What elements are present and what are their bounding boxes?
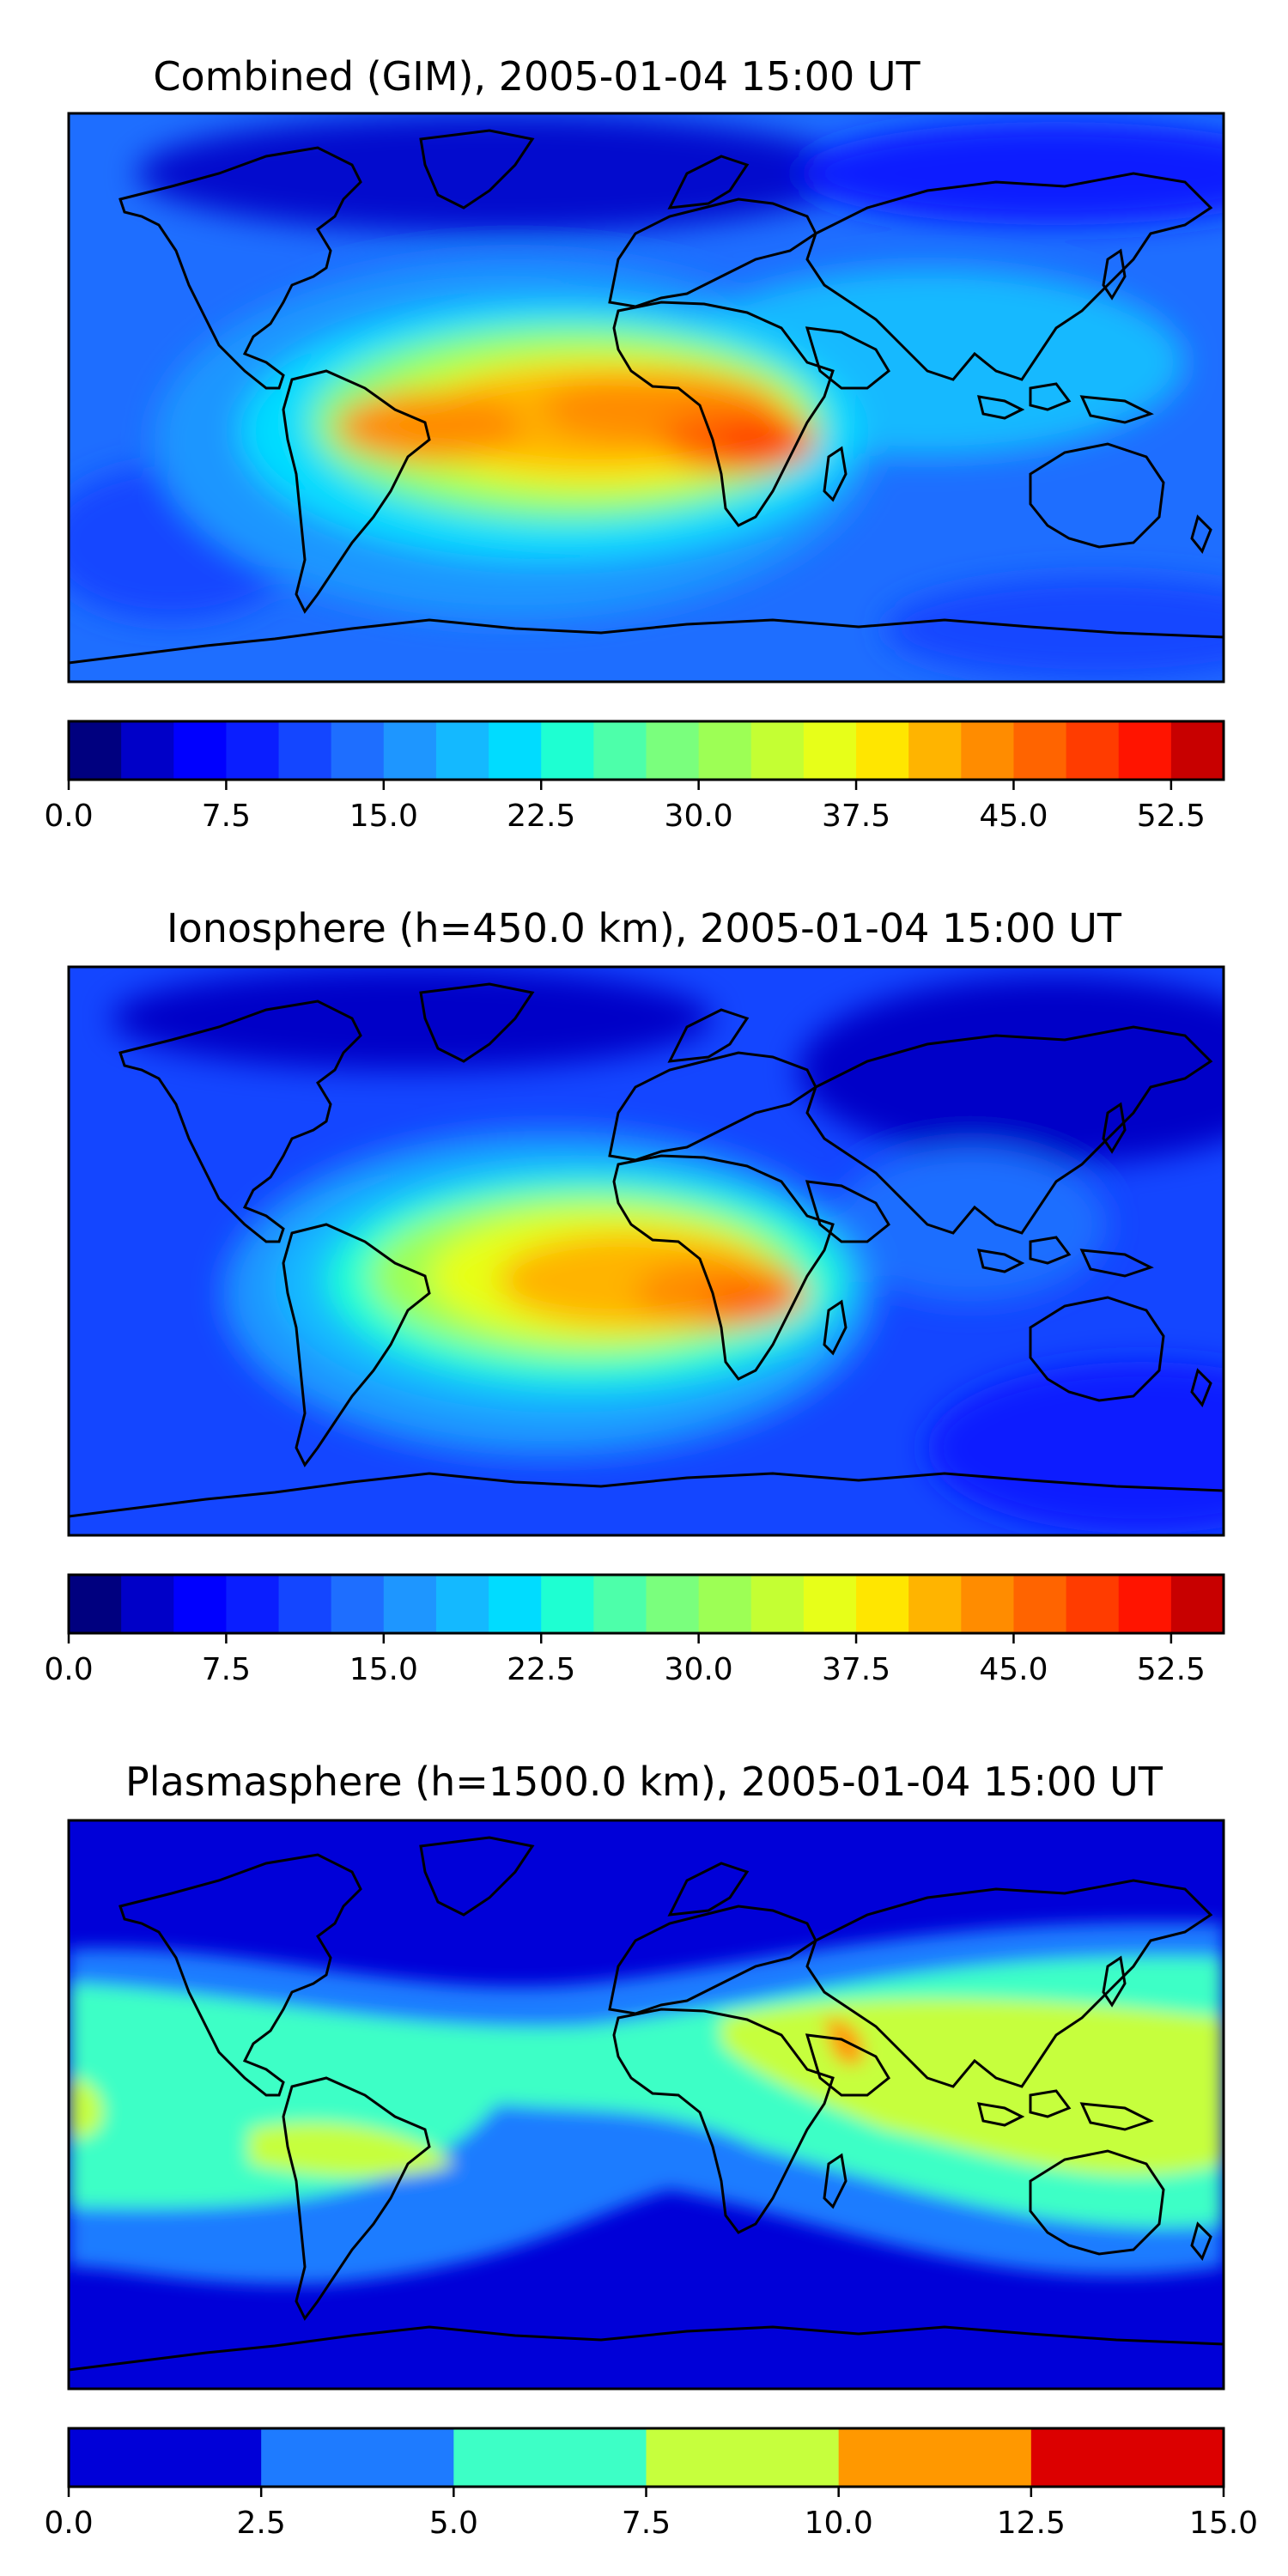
colorbar-segment xyxy=(856,721,909,780)
colorbar-segment xyxy=(226,1575,280,1633)
colorbar-segment xyxy=(593,721,647,780)
colorbar-segment xyxy=(453,2428,647,2487)
colorbar-segment xyxy=(121,1575,174,1633)
colorbar-segment xyxy=(541,721,594,780)
map-frame xyxy=(67,1819,1225,2391)
colorbar-segment xyxy=(173,1575,227,1633)
colorbar-tick-label: 7.5 xyxy=(202,799,251,834)
map-frame xyxy=(67,965,1225,1537)
colorbar-segment xyxy=(1118,721,1172,780)
colorbar-segment xyxy=(698,1575,752,1633)
colorbar-segment xyxy=(383,721,437,780)
colorbar-tick-label: 0.0 xyxy=(44,2506,93,2541)
colorbar-segment xyxy=(489,721,542,780)
colorbar-segment xyxy=(593,1575,647,1633)
colorbar-tick-label: 10.0 xyxy=(805,2506,873,2541)
colorbar-segment xyxy=(69,1575,122,1633)
panel-title: Ionosphere (h=450.0 km), 2005-01-04 15:0… xyxy=(167,905,1122,951)
colorbar-segment xyxy=(1066,721,1120,780)
colorbar-tick-label: 52.5 xyxy=(1137,799,1206,834)
colorbar-segment xyxy=(1013,1575,1067,1633)
colorbar-frame xyxy=(67,1573,1225,1635)
colorbar: 0.0 7.5 15.0 22.5 30.0 37.5 45.0 52.5 xyxy=(44,1573,1225,1687)
colorbar-tick-label: 12.5 xyxy=(997,2506,1066,2541)
panel-combined: Combined (GIM), 2005-01-04 15:00 UT xyxy=(44,53,1225,834)
colorbar-tick-label: 45.0 xyxy=(979,799,1048,834)
colorbar-tick-label: 37.5 xyxy=(822,799,890,834)
heatmap-map xyxy=(67,965,1225,1537)
colorbar-segment xyxy=(278,721,332,780)
colorbar-segment xyxy=(961,721,1014,780)
colorbar-segment xyxy=(750,1575,805,1633)
colorbar-segment xyxy=(646,721,700,780)
colorbar-segment xyxy=(856,1575,909,1633)
panel-plasmasphere: Plasmasphere (h=1500.0 km), 2005-01-04 1… xyxy=(44,1759,1258,2541)
colorbar-segment xyxy=(1066,1575,1120,1633)
colorbar-tick-label: 7.5 xyxy=(202,1652,251,1687)
colorbar-tick-label: 7.5 xyxy=(622,2506,671,2541)
colorbar-segment xyxy=(1013,721,1067,780)
colorbar-tick-label: 0.0 xyxy=(44,799,93,834)
colorbar-segment xyxy=(908,721,962,780)
colorbar-segment xyxy=(69,721,122,780)
colorbar-segment xyxy=(803,721,857,780)
colorbar-segment xyxy=(541,1575,594,1633)
colorbar-segment xyxy=(435,1575,489,1633)
colorbar-segment xyxy=(331,721,385,780)
colorbar: 0.0 2.5 5.0 7.5 10.0 12.5 15.0 xyxy=(44,2427,1258,2541)
colorbar-frame xyxy=(67,720,1225,781)
colorbar-segment xyxy=(961,1575,1014,1633)
colorbar-tick-label: 15.0 xyxy=(349,799,418,834)
colorbar-tick-label: 15.0 xyxy=(349,1652,418,1687)
panel-title: Plasmasphere (h=1500.0 km), 2005-01-04 1… xyxy=(125,1759,1163,1805)
colorbar-tick-label: 0.0 xyxy=(44,1652,93,1687)
colorbar-segment xyxy=(226,721,280,780)
colorbar-segment xyxy=(173,721,227,780)
colorbar-segment xyxy=(646,1575,700,1633)
colorbar-segment xyxy=(121,721,174,780)
colorbar-segment xyxy=(331,1575,385,1633)
colorbar-tick-label: 2.5 xyxy=(237,2506,286,2541)
colorbar-tick-label: 22.5 xyxy=(507,1652,575,1687)
colorbar: 0.0 7.5 15.0 22.5 30.0 37.5 45.0 52.5 xyxy=(44,720,1225,834)
colorbar-tick-label: 45.0 xyxy=(979,1652,1048,1687)
colorbar-segment xyxy=(646,2428,840,2487)
colorbar-tick-label: 37.5 xyxy=(822,1652,890,1687)
colorbar-tick-label: 15.0 xyxy=(1189,2506,1258,2541)
colorbar-segment xyxy=(261,2428,454,2487)
colorbar-tick-label: 30.0 xyxy=(665,799,733,834)
colorbar-segment xyxy=(698,721,752,780)
colorbar-segment xyxy=(1118,1575,1172,1633)
colorbar-segment xyxy=(1170,1575,1224,1633)
colorbar-tick-label: 22.5 xyxy=(507,799,575,834)
panel-title: Combined (GIM), 2005-01-04 15:00 UT xyxy=(153,53,920,100)
colorbar-segment xyxy=(1030,2428,1224,2487)
colorbar-segment xyxy=(908,1575,962,1633)
heatmap-map xyxy=(67,112,1225,683)
colorbar-segment xyxy=(750,721,805,780)
colorbar-segment xyxy=(489,1575,542,1633)
colorbar-segment xyxy=(69,2428,262,2487)
colorbar-segment xyxy=(803,1575,857,1633)
colorbar-tick-label: 5.0 xyxy=(429,2506,478,2541)
colorbar-tick-label: 52.5 xyxy=(1137,1652,1206,1687)
colorbar-segment xyxy=(435,721,489,780)
colorbar-segment xyxy=(383,1575,437,1633)
colorbar-tick-label: 30.0 xyxy=(665,1652,733,1687)
colorbar-segment xyxy=(1170,721,1224,780)
panel-ionosphere: Ionosphere (h=450.0 km), 2005-01-04 15:0… xyxy=(44,905,1225,1687)
colorbar-segment xyxy=(278,1575,332,1633)
heatmap-map xyxy=(67,1819,1225,2391)
colorbar-segment xyxy=(838,2428,1032,2487)
map-frame xyxy=(67,112,1225,683)
